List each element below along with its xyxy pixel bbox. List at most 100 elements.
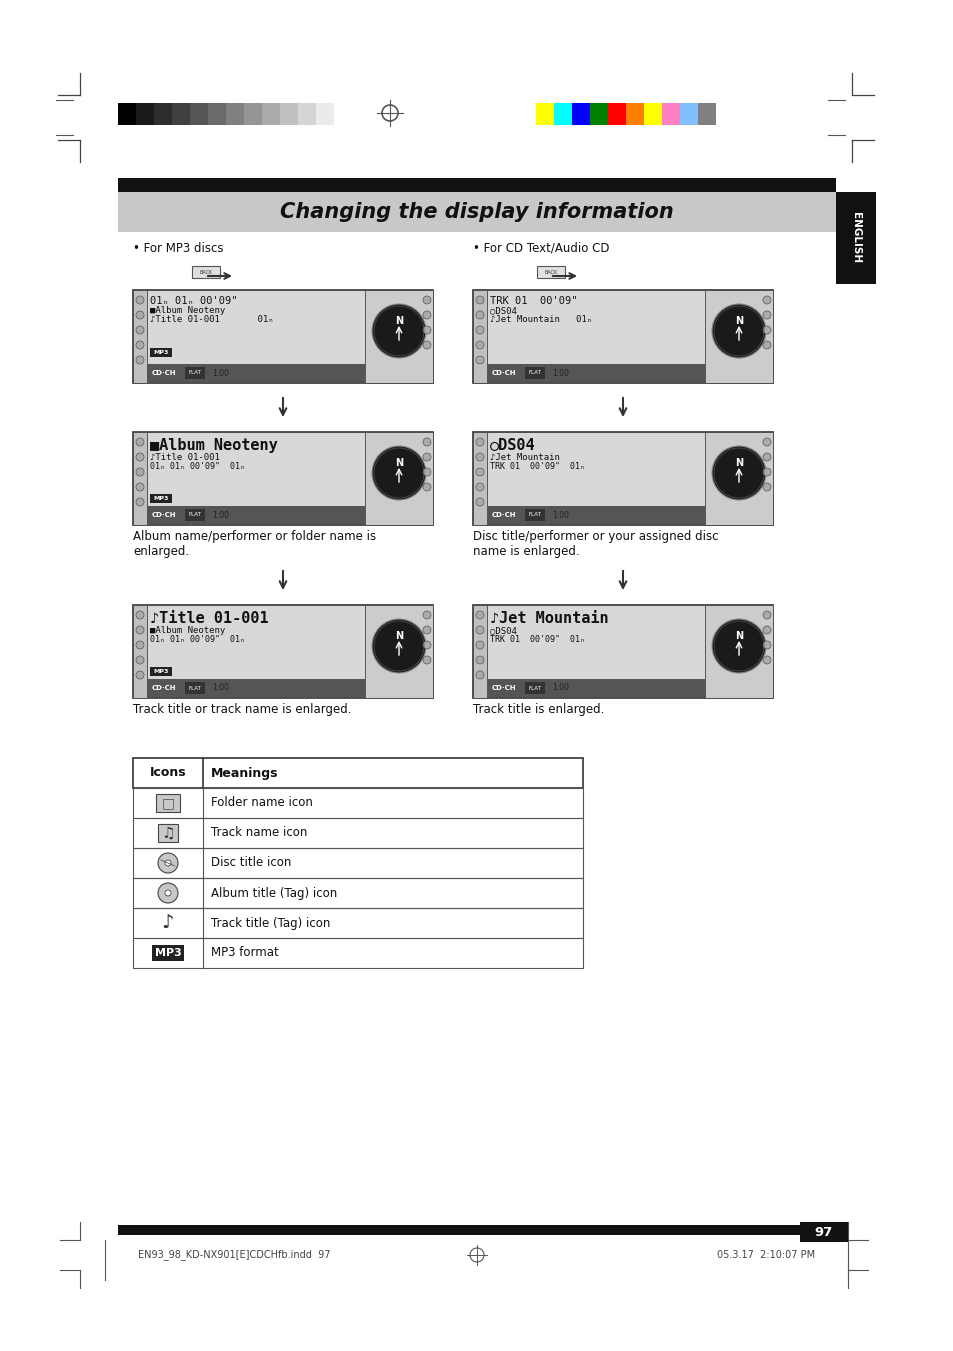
Bar — [172, 103, 190, 126]
Bar — [132, 878, 582, 908]
Bar — [679, 103, 698, 126]
Bar — [704, 432, 772, 526]
Bar — [473, 432, 772, 526]
Circle shape — [762, 326, 770, 334]
Circle shape — [762, 640, 770, 648]
Bar — [800, 1223, 847, 1242]
Text: 1:00: 1:00 — [212, 369, 229, 377]
Text: ■Album Neoteny: ■Album Neoteny — [150, 626, 225, 635]
Bar — [118, 103, 136, 126]
Bar — [132, 908, 582, 938]
Text: MP3: MP3 — [153, 496, 169, 501]
Circle shape — [372, 619, 426, 673]
Bar — [661, 103, 679, 126]
Circle shape — [136, 499, 144, 507]
Text: FLAT: FLAT — [189, 512, 201, 517]
Bar — [208, 103, 226, 126]
Text: TRK 01  00'09"  01ₙ: TRK 01 00'09" 01ₙ — [490, 462, 584, 470]
Bar — [118, 192, 835, 232]
Bar — [473, 605, 772, 698]
Circle shape — [136, 340, 144, 349]
Bar — [704, 290, 772, 382]
Circle shape — [422, 326, 431, 334]
Bar — [572, 103, 589, 126]
Text: N: N — [734, 316, 742, 326]
Circle shape — [762, 438, 770, 446]
Circle shape — [422, 640, 431, 648]
Bar — [473, 290, 772, 382]
Text: Track name icon: Track name icon — [211, 827, 307, 839]
Text: N: N — [395, 316, 402, 326]
Text: 01ₙ 01ₙ 00'09": 01ₙ 01ₙ 00'09" — [150, 296, 237, 305]
Bar — [280, 103, 297, 126]
Bar — [524, 367, 544, 380]
Circle shape — [422, 626, 431, 634]
Text: ♪Title 01-001: ♪Title 01-001 — [150, 611, 269, 626]
Circle shape — [136, 357, 144, 363]
Text: 1:00: 1:00 — [212, 684, 229, 693]
Bar — [554, 103, 572, 126]
Bar — [132, 432, 433, 526]
Circle shape — [422, 484, 431, 490]
Bar — [537, 266, 564, 278]
Circle shape — [422, 340, 431, 349]
Circle shape — [136, 467, 144, 476]
Text: N: N — [734, 458, 742, 467]
Circle shape — [136, 671, 144, 680]
Circle shape — [762, 626, 770, 634]
Text: ♪Title 01-001       01ₙ: ♪Title 01-001 01ₙ — [150, 315, 274, 324]
Text: FLAT: FLAT — [189, 370, 201, 376]
Bar — [132, 605, 433, 698]
Text: CD·CH: CD·CH — [492, 685, 516, 690]
Circle shape — [136, 438, 144, 446]
Circle shape — [762, 484, 770, 490]
Circle shape — [136, 326, 144, 334]
Bar — [132, 788, 582, 817]
Bar — [226, 103, 244, 126]
Text: ○DS04: ○DS04 — [490, 438, 535, 453]
Text: Album name/performer or folder name is
enlarged.: Album name/performer or folder name is e… — [132, 530, 375, 558]
Text: 1:00: 1:00 — [212, 511, 229, 520]
Bar — [365, 290, 433, 382]
Circle shape — [422, 311, 431, 319]
Bar — [486, 680, 704, 697]
Circle shape — [372, 446, 426, 500]
Circle shape — [476, 611, 483, 619]
Text: ♪Jet Mountain   01ₙ: ♪Jet Mountain 01ₙ — [490, 315, 592, 324]
Bar — [185, 509, 205, 521]
Bar — [625, 103, 643, 126]
Circle shape — [762, 467, 770, 476]
Bar — [473, 290, 486, 382]
Bar — [190, 103, 208, 126]
Bar — [132, 290, 147, 382]
Circle shape — [762, 311, 770, 319]
Text: ♪: ♪ — [162, 913, 174, 932]
Bar — [486, 507, 704, 524]
Circle shape — [476, 626, 483, 634]
Text: N: N — [734, 631, 742, 640]
Circle shape — [422, 453, 431, 461]
Text: Changing the display information: Changing the display information — [280, 203, 673, 222]
Text: FLAT: FLAT — [528, 512, 541, 517]
Bar — [185, 682, 205, 694]
Circle shape — [476, 311, 483, 319]
Bar — [524, 509, 544, 521]
Bar — [156, 794, 180, 812]
Text: Disc title icon: Disc title icon — [211, 857, 291, 870]
Text: 01ₙ 01ₙ 00'09"  01ₙ: 01ₙ 01ₙ 00'09" 01ₙ — [150, 635, 245, 643]
Circle shape — [476, 340, 483, 349]
Circle shape — [476, 484, 483, 490]
Text: ♪Title 01-001: ♪Title 01-001 — [150, 453, 219, 462]
Text: FLAT: FLAT — [189, 685, 201, 690]
Circle shape — [372, 304, 426, 358]
Bar — [158, 824, 178, 842]
Text: ♪Jet Mountain: ♪Jet Mountain — [490, 453, 559, 462]
Text: ○DS04: ○DS04 — [490, 307, 517, 315]
Bar — [524, 682, 544, 694]
Circle shape — [136, 657, 144, 663]
Bar — [315, 103, 334, 126]
Bar — [150, 349, 172, 357]
Text: 05.3.17  2:10:07 PM: 05.3.17 2:10:07 PM — [716, 1250, 814, 1260]
Circle shape — [476, 671, 483, 680]
Text: FLAT: FLAT — [528, 370, 541, 376]
